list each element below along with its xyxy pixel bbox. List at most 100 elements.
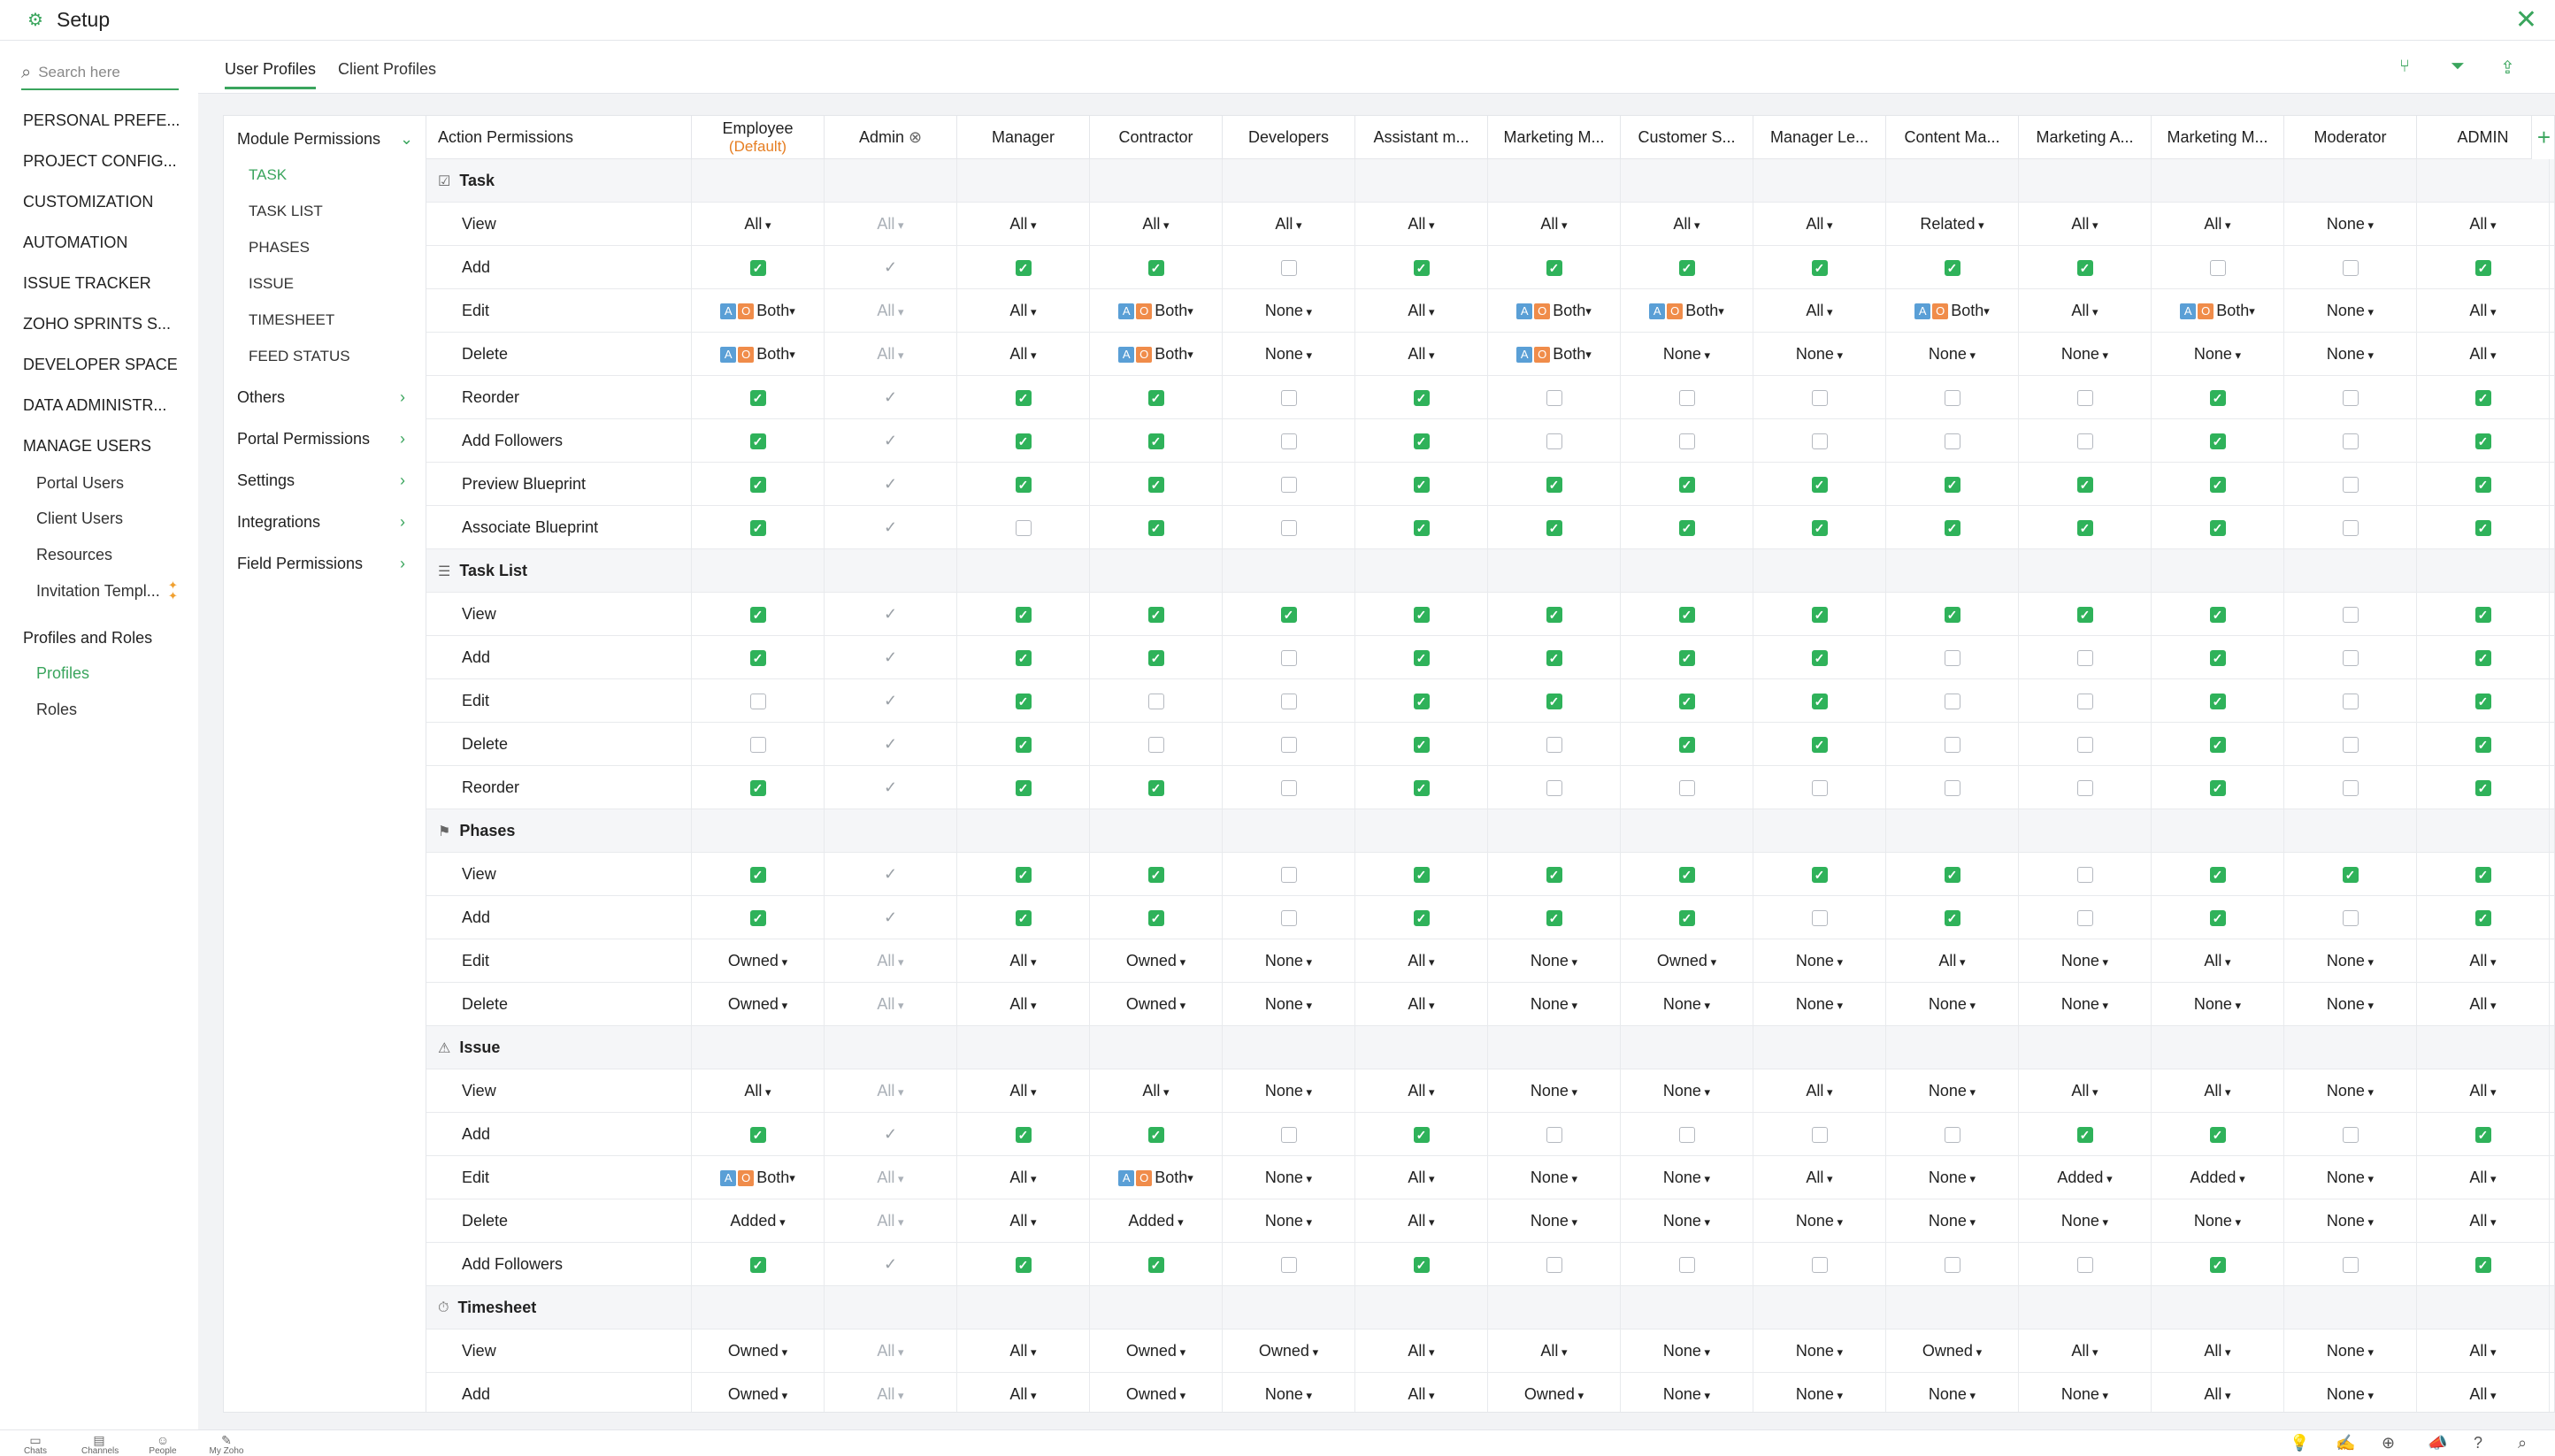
permission-dropdown[interactable]: None — [2061, 995, 2108, 1014]
checkbox-checked[interactable]: ✓ — [1015, 779, 1032, 796]
permission-dropdown[interactable]: All — [1009, 1385, 1036, 1404]
permission-dropdown[interactable]: Owned — [1922, 1342, 1982, 1360]
permission-dropdown[interactable]: A O Both — [720, 1169, 795, 1187]
group-field-permissions[interactable]: Field Permissions › — [237, 555, 405, 573]
column-header-profile[interactable]: Marketing M... — [1488, 116, 1621, 159]
checkbox-unchecked[interactable] — [1280, 476, 1297, 493]
permission-dropdown[interactable]: None — [2327, 952, 2374, 970]
permission-dropdown[interactable]: None — [1663, 1082, 1710, 1100]
permission-dropdown[interactable]: None — [1265, 302, 1312, 320]
checkbox-checked[interactable]: ✓ — [1546, 866, 1562, 883]
checkbox-checked[interactable]: ✓ — [749, 1126, 766, 1143]
checkbox-checked[interactable]: ✓ — [1413, 779, 1430, 796]
checkbox-checked[interactable]: ✓ — [1015, 649, 1032, 666]
permission-dropdown[interactable]: All — [1009, 1169, 1036, 1187]
permission-dropdown[interactable]: All — [1009, 302, 1036, 320]
checkbox-unchecked[interactable] — [2342, 909, 2359, 926]
permission-dropdown[interactable]: None — [1531, 1082, 1577, 1100]
tab-client-profiles[interactable]: Client Profiles — [338, 60, 437, 78]
checkbox-checked[interactable]: ✓ — [2474, 909, 2491, 926]
permission-dropdown[interactable]: None — [2194, 995, 2241, 1014]
checkbox-checked[interactable]: ✓ — [2474, 866, 2491, 883]
checkbox-checked[interactable]: ✓ — [749, 433, 766, 449]
checkbox-checked[interactable]: ✓ — [1147, 259, 1164, 276]
checkbox-checked[interactable]: ✓ — [1015, 693, 1032, 709]
checkbox-unchecked[interactable] — [2342, 519, 2359, 536]
permission-dropdown[interactable]: All — [1806, 1082, 1832, 1100]
permission-dropdown[interactable]: All — [2469, 1212, 2496, 1230]
checkbox-checked[interactable]: ✓ — [1413, 259, 1430, 276]
permission-dropdown[interactable]: None — [2327, 1342, 2374, 1360]
permission-dropdown[interactable]: Added — [2057, 1169, 2112, 1187]
checkbox-checked[interactable]: ✓ — [1546, 649, 1562, 666]
permission-dropdown[interactable]: Owned — [1524, 1385, 1584, 1404]
permission-dropdown[interactable]: All — [1408, 1342, 1434, 1360]
permission-dropdown[interactable]: All — [2469, 215, 2496, 234]
module-item-task[interactable]: TASK — [249, 166, 288, 183]
checkbox-checked[interactable]: ✓ — [2209, 736, 2226, 753]
permission-dropdown[interactable]: All — [2469, 345, 2496, 364]
checkbox-checked[interactable]: ✓ — [1811, 649, 1828, 666]
permission-dropdown[interactable]: All — [1009, 952, 1036, 970]
checkbox-unchecked[interactable] — [1944, 693, 1960, 709]
checkbox-unchecked[interactable] — [2076, 389, 2093, 406]
permission-dropdown[interactable]: Owned — [728, 995, 787, 1014]
permission-dropdown[interactable]: A O Both — [720, 345, 795, 364]
sidebar-item-profiles[interactable]: Profiles — [36, 664, 90, 682]
module-item-task-list[interactable]: TASK LIST — [249, 203, 323, 219]
permission-dropdown[interactable]: All — [1673, 215, 1699, 234]
checkbox-unchecked[interactable] — [2076, 693, 2093, 709]
checkbox-unchecked[interactable] — [1944, 433, 1960, 449]
permission-dropdown[interactable]: Related — [1920, 215, 1983, 234]
permission-dropdown[interactable]: None — [1265, 1385, 1312, 1404]
checkbox-checked[interactable]: ✓ — [2209, 389, 2226, 406]
checkbox-checked[interactable]: ✓ — [749, 1256, 766, 1273]
checkbox-checked[interactable]: ✓ — [749, 866, 766, 883]
checkbox-checked[interactable]: ✓ — [749, 909, 766, 926]
checkbox-checked[interactable]: ✓ — [2209, 476, 2226, 493]
permission-dropdown[interactable]: None — [1265, 952, 1312, 970]
permission-dropdown[interactable]: All — [1009, 1342, 1036, 1360]
permission-dropdown[interactable]: All — [744, 215, 771, 234]
column-header-profile[interactable]: Moderator — [2284, 116, 2417, 159]
permission-dropdown[interactable]: All — [1408, 302, 1434, 320]
checkbox-checked[interactable]: ✓ — [2076, 519, 2093, 536]
checkbox-checked[interactable]: ✓ — [2474, 1126, 2491, 1143]
checkbox-checked[interactable]: ✓ — [1413, 433, 1430, 449]
permission-dropdown[interactable]: All — [1009, 345, 1036, 364]
checkbox-unchecked[interactable] — [2342, 649, 2359, 666]
permission-dropdown[interactable]: None — [1663, 1342, 1710, 1360]
permission-dropdown[interactable]: None — [1531, 995, 1577, 1014]
permission-dropdown[interactable]: Owned — [1126, 952, 1185, 970]
permission-dropdown[interactable]: All — [1408, 1212, 1434, 1230]
permission-dropdown[interactable]: A O Both — [1516, 302, 1592, 320]
permission-dropdown[interactable]: Added — [730, 1212, 785, 1230]
bulb-icon[interactable]: 💡 — [2290, 1434, 2310, 1452]
permission-dropdown[interactable]: All — [2071, 215, 2098, 234]
checkbox-checked[interactable]: ✓ — [1811, 736, 1828, 753]
checkbox-checked[interactable]: ✓ — [1015, 476, 1032, 493]
checkbox-unchecked[interactable] — [2342, 1126, 2359, 1143]
checkbox-checked[interactable]: ✓ — [1678, 259, 1695, 276]
permission-dropdown[interactable]: All — [2469, 1082, 2496, 1100]
checkbox-checked[interactable]: ✓ — [1944, 909, 1960, 926]
checkbox-unchecked[interactable] — [2076, 866, 2093, 883]
permission-dropdown[interactable]: All — [2469, 995, 2496, 1014]
checkbox-checked[interactable]: ✓ — [2474, 259, 2491, 276]
checkbox-unchecked[interactable] — [1280, 693, 1297, 709]
checkbox-checked[interactable]: ✓ — [1015, 736, 1032, 753]
checkbox-checked[interactable]: ✓ — [749, 649, 766, 666]
permission-dropdown[interactable]: None — [1531, 1212, 1577, 1230]
permission-dropdown[interactable]: Added — [1128, 1212, 1183, 1230]
checkbox-unchecked[interactable] — [1944, 1126, 1960, 1143]
permission-dropdown[interactable]: None — [2194, 1212, 2241, 1230]
checkbox-checked[interactable]: ✓ — [2474, 476, 2491, 493]
checkbox-checked[interactable]: ✓ — [2209, 606, 2226, 623]
permission-dropdown[interactable]: None — [1663, 345, 1710, 364]
checkbox-checked[interactable]: ✓ — [1015, 866, 1032, 883]
checkbox-checked[interactable]: ✓ — [2474, 389, 2491, 406]
permission-dropdown[interactable]: None — [1929, 1169, 1976, 1187]
checkbox-unchecked[interactable] — [2342, 259, 2359, 276]
permission-dropdown[interactable]: None — [1663, 1385, 1710, 1404]
module-item-timesheet[interactable]: TIMESHEET — [249, 311, 335, 328]
